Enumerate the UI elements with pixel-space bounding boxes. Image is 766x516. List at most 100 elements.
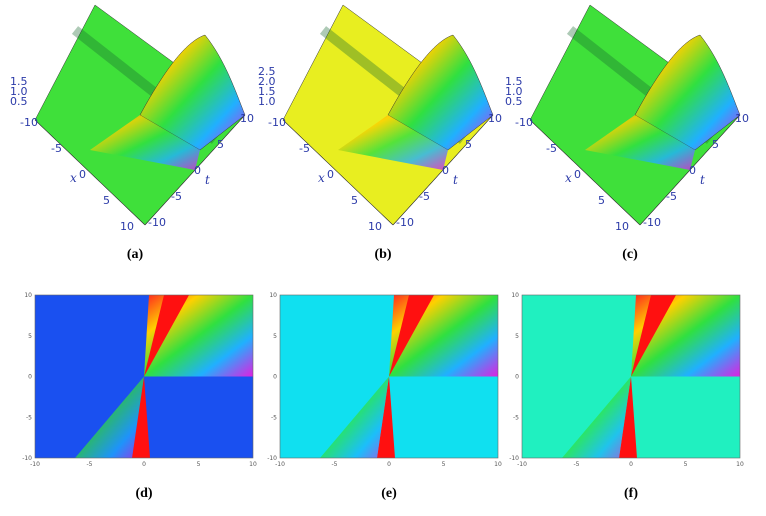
z-tick-label: 1.5 [505,75,523,88]
surface-front [90,115,200,170]
edge [639,114,741,226]
surface-front [338,115,448,170]
y-tick-label: 10 [269,292,277,299]
x-axis-label: x [565,171,572,185]
y-tick-label: -10 [509,455,519,462]
x-tick-label: -10 [30,461,40,468]
density-wedge [562,376,631,458]
density-wedge [389,295,434,377]
x-axis-label: x [70,171,77,185]
t-tick-label: 5 [712,138,719,151]
x-tick-label: -10 [517,461,527,468]
y-tick-label: -5 [271,414,277,421]
t-tick-label: -5 [171,190,182,203]
panel-label: (a) [127,247,144,262]
surface-ridge [139,34,246,151]
z-tick-label: 2.0 [258,75,276,88]
x-axis-label: x [318,171,325,185]
t-axis-label: t [453,173,458,187]
x-tick-label: -10 [268,116,286,129]
x-tick-label: 5 [442,461,446,468]
z-tick-label: 1.0 [258,95,276,108]
surface-panel: 2.52.01.51.0 -10 -5 0 5 10 10 5 0 -5 -10 x t (b) [258,4,502,262]
t-tick-label: -10 [396,216,414,229]
t-tick-label: 10 [735,112,749,125]
z-tick-label: 1.0 [505,85,523,98]
density-panel: -10 -5 0 5 10 10 5 0 -5 -10 (e) [267,292,502,501]
y-tick-label: -5 [26,414,32,421]
edge [282,119,394,226]
y-tick-label: 5 [28,333,32,340]
density-frame [34,294,254,459]
surface-ridge [634,34,741,151]
x-tick-label: 10 [736,461,744,468]
x-tick-label: -10 [275,461,285,468]
edge [144,114,246,226]
surface-ridge [387,34,494,151]
x-tick-label: 0 [574,168,581,181]
x-tick-label: 5 [598,194,605,207]
y-tick-label: 5 [515,333,519,340]
edge [529,119,641,226]
surface-front [585,115,695,170]
density-frame [521,294,741,459]
y-tick-label: 0 [515,374,519,381]
x-tick-label: 10 [120,220,134,233]
x-tick-label: 0 [79,168,86,181]
t-tick-label: -10 [643,216,661,229]
x-tick-label: 5 [351,194,358,207]
z-tick-label: 1.0 [10,85,28,98]
x-tick-label: 5 [197,461,201,468]
x-tick-label: 10 [615,220,629,233]
density-wedge [619,376,637,458]
density-wedge [132,376,150,458]
panel-label: (c) [622,247,638,262]
z-tick-label: 2.5 [258,65,276,78]
density-frame [279,294,499,459]
x-tick-label: 5 [684,461,688,468]
z-tick-label: 1.5 [10,75,28,88]
density-wedge [144,295,189,377]
x-tick-label: 0 [629,461,633,468]
x-tick-label: -5 [546,142,557,155]
x-tick-label: 0 [327,168,334,181]
x-tick-label: -5 [51,142,62,155]
x-tick-label: -5 [574,461,580,468]
x-tick-label: 10 [249,461,257,468]
t-tick-label: 5 [465,138,472,151]
x-tick-label: -10 [20,116,38,129]
z-tick-label: 0.5 [10,95,28,108]
t-tick-label: -5 [666,190,677,203]
x-tick-label: 0 [387,461,391,468]
y-tick-label: 0 [273,374,277,381]
t-tick-label: -10 [148,216,166,229]
t-tick-label: 5 [217,138,224,151]
x-tick-label: -5 [299,142,310,155]
t-tick-label: -5 [419,190,430,203]
x-tick-label: 5 [103,194,110,207]
y-tick-label: 5 [273,333,277,340]
x-tick-label: -5 [332,461,338,468]
y-tick-label: -10 [22,455,32,462]
y-tick-label: -5 [513,414,519,421]
density-panel: -10 -5 0 5 10 10 5 0 -5 -10 (d) [22,292,257,501]
x-tick-label: 10 [494,461,502,468]
x-tick-label: 10 [368,220,382,233]
edge [392,114,494,226]
panel-label: (d) [135,486,152,501]
t-tick-label: 10 [488,112,502,125]
t-axis-label: t [205,173,210,187]
surface-panel: 1.51.00.5 -10 -5 0 5 10 10 5 0 -5 -10 x t (a) [10,4,254,262]
edge [34,119,146,226]
t-tick-label: 10 [240,112,254,125]
x-tick-label: -5 [87,461,93,468]
z-tick-label: 0.5 [505,95,523,108]
density-wedge [75,376,144,458]
density-wedge [631,295,676,377]
panel-label: (e) [381,486,397,501]
y-tick-label: 10 [511,292,519,299]
y-tick-label: 10 [24,292,32,299]
t-tick-label: 0 [194,164,201,177]
density-panel: -10 -5 0 5 10 10 5 0 -5 -10 (f) [509,292,744,501]
